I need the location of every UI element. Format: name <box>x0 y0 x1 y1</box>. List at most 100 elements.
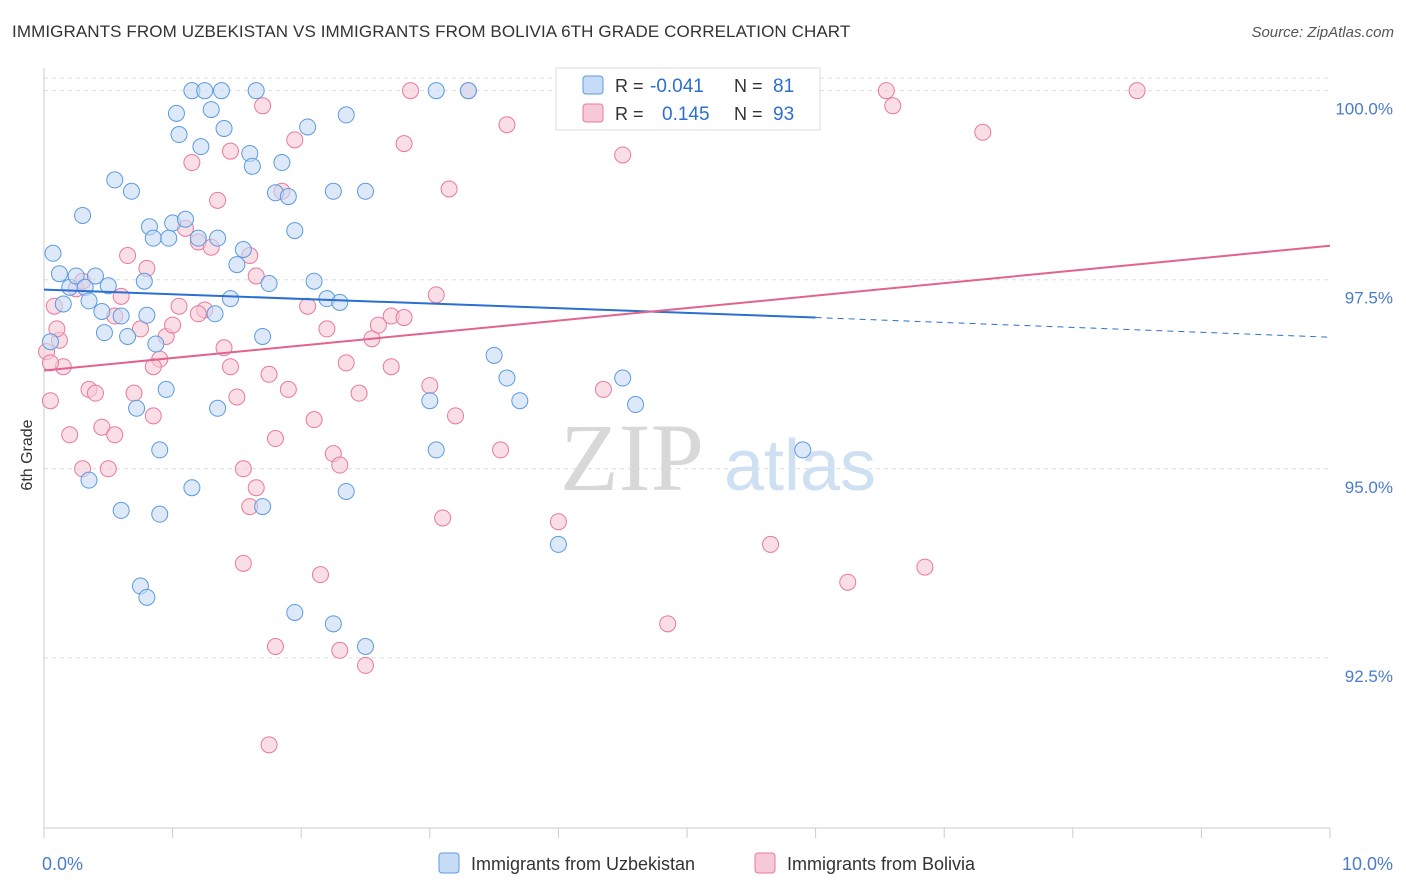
bolivia-point <box>1128 82 1146 100</box>
bolivia-point <box>112 287 130 305</box>
bolivia-point <box>395 135 413 153</box>
uzbekistan-point <box>160 229 178 247</box>
uzbekistan-point <box>135 272 153 290</box>
bolivia-trend-line <box>43 244 1331 372</box>
stats-legend-swatch-pink <box>582 103 604 123</box>
watermark-atlas: atlas <box>724 426 876 506</box>
stats-legend: R = -0.041 N = 81 R = 0.145 N = 93 <box>555 67 821 131</box>
y-tick-label: 100.0% <box>1335 100 1393 119</box>
uzbekistan-point <box>254 498 272 516</box>
uzbekistan-point <box>215 119 233 137</box>
uzbekistan-point <box>74 206 92 224</box>
bolivia-point <box>247 267 265 285</box>
legend-swatch-bolivia <box>754 852 776 874</box>
uzbekistan-point <box>421 392 439 410</box>
bolivia-point <box>839 573 857 591</box>
uzbekistan-point <box>189 229 207 247</box>
uzbekistan-point <box>305 272 323 290</box>
bolivia-point <box>305 411 323 429</box>
uzbekistan-point <box>122 182 140 200</box>
uzbekistan-point <box>144 229 162 247</box>
stats-r-value-blue: -0.041 <box>650 76 704 97</box>
bolivia-point <box>369 316 387 334</box>
uzbekistan-point <box>299 118 317 136</box>
uzbekistan-point <box>614 369 632 387</box>
uzbekistan-point <box>119 327 137 345</box>
bolivia-point <box>266 430 284 448</box>
bolivia-point <box>877 82 895 100</box>
uzbekistan-point <box>95 324 113 342</box>
uzbekistan-point <box>112 307 130 325</box>
y-axis-label: 6th Grade <box>19 419 36 490</box>
bolivia-point <box>421 377 439 395</box>
bolivia-point <box>99 460 117 478</box>
uzbekistan-point <box>112 501 130 519</box>
stats-legend-swatch-blue <box>582 75 604 95</box>
uzbekistan-point <box>273 154 291 172</box>
uzbekistan-point <box>44 244 62 262</box>
bolivia-point <box>266 638 284 656</box>
bolivia-point <box>594 380 612 398</box>
bolivia-point <box>884 97 902 115</box>
uzbekistan-points <box>41 82 812 656</box>
y-tick-labels: 100.0% 97.5% 95.0% 92.5% <box>1335 100 1393 686</box>
bolivia-point <box>254 97 272 115</box>
uzbekistan-point <box>202 101 220 119</box>
bolivia-point <box>357 656 374 674</box>
x-tick-label-max: 10.0% <box>1342 854 1393 874</box>
uzbekistan-point <box>206 305 224 323</box>
bolivia-point <box>382 358 400 376</box>
bolivia-point <box>106 426 124 444</box>
x-tick-label-min: 0.0% <box>42 854 83 874</box>
bolivia-point <box>492 441 510 459</box>
uzbekistan-point <box>427 441 445 459</box>
uzbekistan-point <box>247 82 265 100</box>
uzbekistan-point <box>170 126 188 144</box>
uzbekistan-trend-extension <box>815 317 1331 338</box>
uzbekistan-point <box>128 399 146 417</box>
y-tick-label: 92.5% <box>1345 667 1393 686</box>
source-label: Source: ZipAtlas.com <box>1251 24 1394 41</box>
uzbekistan-point <box>209 229 227 247</box>
stats-r-value-pink: 0.145 <box>662 104 710 125</box>
bolivia-point <box>337 354 355 372</box>
stats-n-value-blue: 81 <box>773 76 794 97</box>
uzbekistan-point <box>183 479 201 497</box>
uzbekistan-point <box>243 157 261 175</box>
bolivia-point <box>260 736 278 754</box>
uzbekistan-point <box>459 82 477 100</box>
bolivia-point <box>170 297 188 315</box>
bolivia-point <box>331 456 349 474</box>
uzbekistan-point <box>67 267 85 285</box>
bolivia-point <box>119 247 137 265</box>
bolivia-point <box>331 641 349 659</box>
uzbekistan-point <box>212 82 230 100</box>
uzbekistan-point <box>138 306 156 324</box>
uzbekistan-point <box>80 292 98 310</box>
uzbekistan-point <box>498 369 516 387</box>
uzbekistan-point <box>228 256 246 274</box>
bolivia-point <box>61 426 79 444</box>
bolivia-point <box>402 82 420 100</box>
bolivia-point <box>144 407 162 425</box>
bolivia-point <box>144 358 162 376</box>
uzbekistan-point <box>627 396 645 414</box>
uzbekistan-point <box>485 346 503 364</box>
uzbekistan-point <box>331 293 349 311</box>
bolivia-point <box>260 365 278 383</box>
axes <box>43 68 1331 838</box>
bolivia-point <box>395 309 413 327</box>
uzbekistan-point <box>279 188 297 206</box>
bolivia-point <box>549 513 567 531</box>
uzbekistan-point <box>511 392 529 410</box>
bolivia-point <box>318 320 336 338</box>
bolivia-point <box>498 116 516 134</box>
bolivia-point <box>164 316 182 334</box>
bolivia-point <box>434 509 452 527</box>
bolivia-point <box>228 388 246 406</box>
watermark-zip: ZIP <box>560 404 704 511</box>
trend-lines <box>43 244 1331 372</box>
bolivia-point <box>234 554 252 572</box>
stats-n-label-pink: N = <box>734 104 763 124</box>
